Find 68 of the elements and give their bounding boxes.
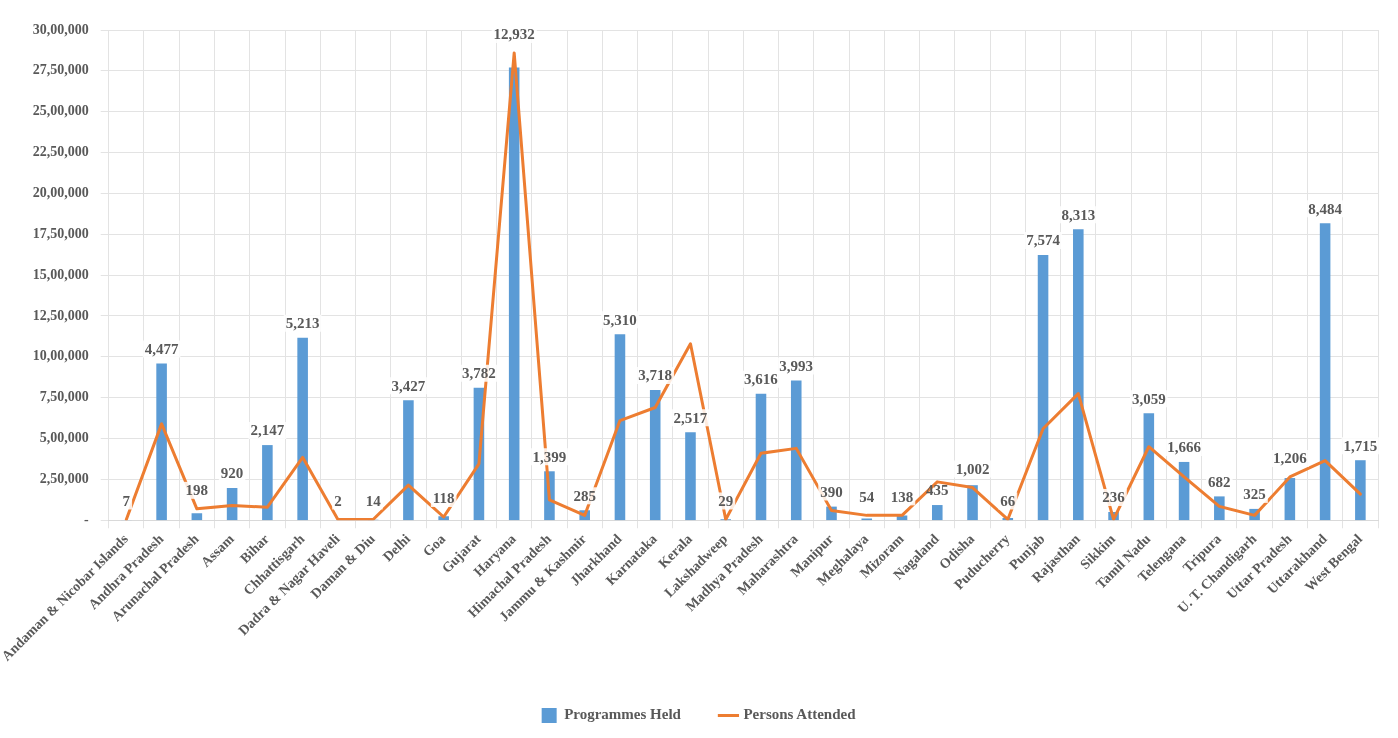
data-label: 390 [820, 483, 843, 500]
bar [191, 513, 203, 521]
data-label: 1,002 [955, 460, 990, 477]
data-label: 8,313 [1061, 206, 1096, 223]
data-label: 4,477 [144, 340, 179, 357]
data-label: 5,213 [285, 315, 320, 332]
bar [755, 393, 767, 521]
data-label: 14 [365, 492, 382, 509]
y-tick-label: 7,50,000 [39, 389, 89, 405]
data-label: 1,399 [532, 448, 567, 465]
data-label: 1,715 [1343, 437, 1378, 454]
data-label: 118 [432, 490, 455, 507]
y-tick-label: 27,50,000 [32, 62, 89, 78]
data-label: 285 [573, 487, 596, 504]
bar [1284, 478, 1296, 521]
data-label: 12,932 [493, 26, 535, 43]
y-tick-label: 15,00,000 [32, 266, 89, 282]
y-tick-label: 12,50,000 [32, 307, 89, 323]
bar [931, 505, 943, 521]
bar [1037, 255, 1049, 521]
y-tick-label: 17,50,000 [32, 225, 89, 241]
y-tick-label: 20,00,000 [32, 185, 89, 201]
bar [1143, 413, 1155, 521]
data-label: 682 [1208, 473, 1231, 490]
data-label: 3,059 [1131, 390, 1166, 407]
bar [614, 334, 626, 521]
data-label: 138 [890, 488, 914, 505]
data-label: 7 [122, 492, 131, 509]
y-tick-label: 22,50,000 [32, 144, 89, 160]
legend-label: Persons Attended [743, 706, 857, 723]
data-label: 7,574 [1026, 232, 1061, 249]
y-tick-label: 2,50,000 [39, 471, 89, 487]
bar [790, 380, 802, 521]
data-label: 435 [926, 482, 949, 499]
data-label: 54 [859, 488, 875, 505]
y-tick-label: 25,00,000 [32, 103, 89, 119]
data-label: 29 [718, 492, 734, 509]
legend-label: Programmes Held [564, 706, 682, 723]
bar [262, 445, 273, 521]
data-label: 325 [1243, 486, 1266, 503]
data-label: 3,427 [391, 377, 426, 394]
data-label: 3,718 [638, 367, 673, 384]
data-label: 1,666 [1167, 439, 1202, 456]
bar [685, 432, 696, 521]
y-tick-label: - [84, 511, 90, 527]
bar [403, 400, 414, 521]
data-label: 5,310 [603, 311, 637, 328]
data-label: 2,517 [673, 409, 708, 426]
data-label: 2 [334, 492, 342, 509]
data-label: 2,147 [250, 422, 285, 439]
data-label: 8,484 [1308, 200, 1343, 217]
y-tick-label: 5,00,000 [39, 430, 89, 446]
data-label: 236 [1102, 489, 1126, 506]
data-label: 198 [185, 482, 209, 499]
bar [649, 390, 661, 521]
data-label: 66 [1000, 492, 1016, 509]
bar [1355, 460, 1366, 521]
bar [1319, 223, 1331, 521]
y-tick-label: 10,00,000 [32, 348, 89, 364]
data-label: 3,993 [779, 357, 814, 374]
data-label: 1,206 [1272, 450, 1308, 467]
data-label: 920 [220, 465, 244, 482]
bar [156, 363, 167, 521]
bar [297, 337, 308, 521]
data-label: 3,782 [462, 365, 496, 382]
y-tick-label: 30,00,000 [32, 21, 89, 37]
bar [1073, 229, 1084, 521]
data-label: 3,616 [744, 371, 779, 388]
